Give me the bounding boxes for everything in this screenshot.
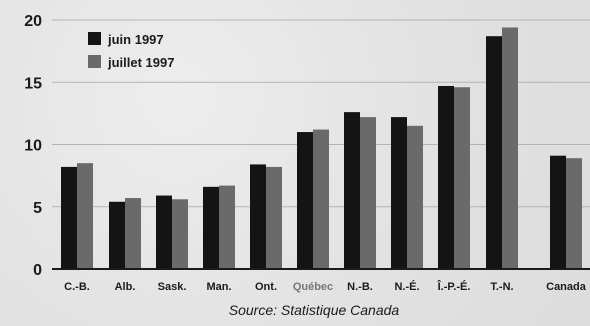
- bar-juin-8: [438, 85, 454, 269]
- x-axis-labels: C.-B. Alb. Sask. Man. Ont. Québec N.-B. N.-É. Î.…: [64, 280, 587, 293]
- bar-juillet-6: [360, 117, 376, 269]
- bars: [61, 27, 582, 270]
- legend-swatch: [88, 32, 101, 45]
- bar-juillet-8: [454, 87, 470, 269]
- bar-juillet-2: [172, 199, 188, 269]
- bar-juin-2: [156, 195, 172, 269]
- bar-juin-7: [391, 117, 407, 269]
- y-tick-label: 15: [24, 75, 42, 92]
- x-tick-label: Alb.: [115, 281, 136, 293]
- x-tick-label: Canada: [546, 281, 587, 293]
- bar-juin-0: [61, 166, 77, 269]
- x-tick-label: Man.: [206, 281, 231, 293]
- y-tick-label: 10: [24, 138, 42, 155]
- x-tick-label: Sask.: [158, 281, 187, 293]
- bar-juillet-0: [77, 163, 93, 269]
- x-tick-label: Ont.: [255, 281, 277, 293]
- bar-juillet-5: [313, 129, 329, 269]
- y-tick-label: 5: [33, 200, 42, 217]
- legend-swatch: [88, 55, 101, 68]
- x-tick-label: T.-N.: [490, 281, 513, 293]
- bar-juin-9: [486, 36, 502, 270]
- bar-juin-3: [203, 186, 219, 269]
- bar-juillet-1: [125, 198, 141, 269]
- bar-juin-6: [344, 112, 360, 269]
- x-tick-label: C.-B.: [64, 281, 90, 293]
- legend: juin 1997 juillet 1997: [88, 32, 174, 70]
- legend-label: juin 1997: [107, 32, 164, 47]
- x-tick-label: Québec: [293, 281, 333, 293]
- x-tick-label: N.-B.: [347, 281, 373, 293]
- bar-juillet-3: [219, 185, 235, 269]
- bar-juillet-10: [566, 158, 582, 269]
- y-tick-label: 20: [24, 13, 42, 30]
- bar-juin-10: [550, 155, 566, 269]
- legend-label: juillet 1997: [107, 55, 174, 70]
- bar-juillet-9: [502, 27, 518, 269]
- bar-juin-1: [109, 201, 125, 269]
- bar-juin-4: [250, 164, 266, 269]
- bar-juillet-7: [407, 125, 423, 269]
- bar-juillet-4: [266, 166, 282, 269]
- x-tick-label: Î.-P.-É.: [437, 280, 471, 293]
- source-note: Source: Statistique Canada: [228, 302, 400, 318]
- x-tick-label: N.-É.: [394, 280, 419, 293]
- bar-juin-5: [297, 132, 313, 269]
- y-tick-label: 0: [33, 262, 42, 279]
- y-axis-ticks: 0 5 10 15 20: [24, 13, 42, 279]
